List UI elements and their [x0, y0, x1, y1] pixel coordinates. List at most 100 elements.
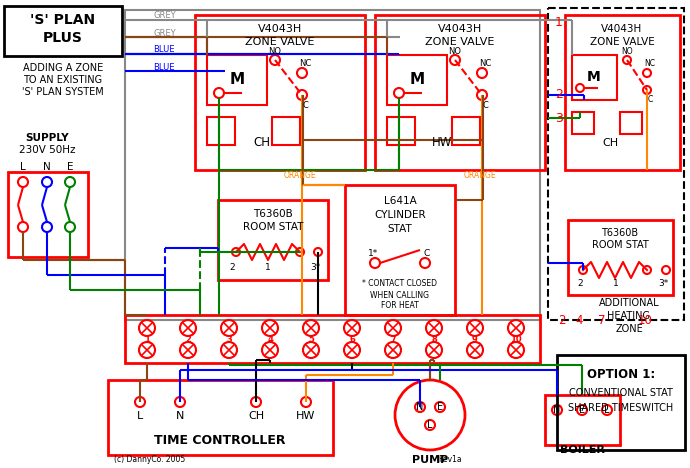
Bar: [387, 117, 415, 145]
Text: ROOM STAT: ROOM STAT: [243, 222, 303, 232]
Text: L: L: [20, 162, 26, 172]
Text: CH: CH: [248, 411, 264, 421]
Bar: [557, 355, 685, 450]
Bar: [572, 112, 594, 134]
Text: HEATING: HEATING: [607, 311, 651, 321]
Text: 230V 50Hz: 230V 50Hz: [19, 145, 75, 155]
Text: NO: NO: [448, 46, 462, 56]
Text: M: M: [587, 70, 601, 84]
Text: BLUE: BLUE: [153, 45, 175, 54]
Text: TIME CONTROLLER: TIME CONTROLLER: [155, 433, 286, 446]
Text: * CONTACT CLOSED: * CONTACT CLOSED: [362, 278, 437, 287]
Bar: [108, 380, 333, 455]
Text: 1: 1: [613, 279, 619, 288]
Text: CYLINDER: CYLINDER: [374, 210, 426, 220]
Bar: [452, 117, 480, 145]
Text: V4043H: V4043H: [258, 24, 302, 34]
Text: ORANGE: ORANGE: [284, 170, 316, 180]
Text: HW: HW: [296, 411, 316, 421]
Text: L: L: [137, 411, 143, 421]
Text: M: M: [409, 73, 424, 88]
Text: ZONE VALVE: ZONE VALVE: [590, 37, 654, 47]
Text: 4: 4: [267, 335, 273, 344]
Text: 2: 2: [229, 263, 235, 272]
Text: 1*: 1*: [368, 249, 378, 257]
Text: 1: 1: [265, 263, 271, 272]
Text: N: N: [176, 411, 184, 421]
Text: GREY: GREY: [153, 12, 176, 21]
Text: L: L: [604, 405, 610, 415]
Text: 3*: 3*: [310, 263, 320, 272]
Text: 7: 7: [598, 314, 606, 327]
Text: C: C: [424, 249, 430, 257]
Text: 9: 9: [472, 335, 478, 344]
Text: V4043H: V4043H: [602, 24, 642, 34]
Text: NO: NO: [621, 46, 633, 56]
Text: GREY: GREY: [153, 29, 176, 37]
Text: 10: 10: [638, 314, 653, 327]
Text: BLUE: BLUE: [153, 63, 175, 72]
Bar: [387, 55, 447, 105]
Text: ADDITIONAL: ADDITIONAL: [599, 298, 660, 308]
Text: 1: 1: [555, 15, 563, 29]
Text: 2: 2: [185, 335, 191, 344]
Text: 5: 5: [308, 335, 314, 344]
Text: 2: 2: [558, 314, 566, 327]
Text: SHARED TIMESWITCH: SHARED TIMESWITCH: [569, 403, 673, 413]
Text: OPTION 1:: OPTION 1:: [587, 367, 655, 380]
Text: 2: 2: [578, 279, 583, 288]
Text: 3: 3: [555, 111, 563, 124]
Text: M: M: [230, 73, 244, 88]
Text: 7: 7: [390, 335, 396, 344]
Text: T6360B: T6360B: [602, 228, 638, 238]
Text: 4: 4: [575, 314, 582, 327]
Text: BOILER: BOILER: [560, 445, 604, 455]
Text: WHEN CALLING: WHEN CALLING: [371, 291, 429, 300]
Text: PUMP: PUMP: [412, 455, 448, 465]
Text: C: C: [482, 101, 488, 110]
Text: ORANGE: ORANGE: [464, 170, 496, 180]
Bar: [375, 15, 545, 170]
Text: 3: 3: [226, 335, 232, 344]
Bar: [218, 200, 328, 280]
Bar: [572, 55, 617, 100]
Bar: [545, 395, 620, 445]
Text: ROOM STAT: ROOM STAT: [591, 240, 649, 250]
Text: TO AN EXISTING: TO AN EXISTING: [23, 75, 103, 85]
Text: ZONE VALVE: ZONE VALVE: [246, 37, 315, 47]
Text: E: E: [579, 405, 585, 415]
Text: FOR HEAT: FOR HEAT: [381, 300, 419, 309]
Text: 'S' PLAN SYSTEM: 'S' PLAN SYSTEM: [22, 87, 104, 97]
Text: 10: 10: [510, 335, 522, 344]
Text: CH: CH: [602, 138, 618, 148]
Text: STAT: STAT: [388, 224, 413, 234]
Text: SUPPLY: SUPPLY: [26, 133, 69, 143]
Bar: [125, 10, 540, 320]
Text: CONVENTIONAL STAT: CONVENTIONAL STAT: [569, 388, 673, 398]
Bar: [620, 112, 642, 134]
Bar: [272, 117, 300, 145]
Text: L641A: L641A: [384, 196, 416, 206]
Text: CH: CH: [253, 137, 270, 149]
Text: Rev1a: Rev1a: [438, 455, 462, 465]
Bar: [125, 315, 540, 363]
Text: T6360B: T6360B: [253, 209, 293, 219]
Text: N: N: [416, 402, 424, 412]
Text: NC: NC: [644, 58, 656, 67]
Text: V4043H: V4043H: [438, 24, 482, 34]
Text: C: C: [647, 95, 653, 104]
Text: 8: 8: [431, 335, 437, 344]
Text: 3*: 3*: [658, 279, 668, 288]
Bar: [195, 15, 365, 170]
Text: E: E: [437, 402, 443, 412]
Bar: [565, 15, 680, 170]
Text: C: C: [302, 101, 308, 110]
Text: N: N: [553, 405, 561, 415]
Text: 'S' PLAN: 'S' PLAN: [30, 13, 95, 27]
Text: ZONE VALVE: ZONE VALVE: [425, 37, 495, 47]
Text: NO: NO: [268, 46, 282, 56]
Text: 1: 1: [144, 335, 150, 344]
Text: ZONE: ZONE: [615, 324, 643, 334]
Text: HW: HW: [432, 137, 452, 149]
Text: NC: NC: [299, 58, 311, 67]
